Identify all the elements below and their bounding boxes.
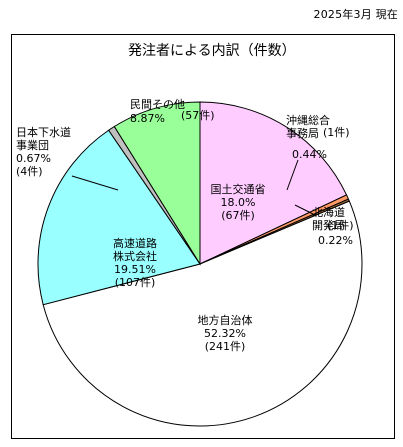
label-local-gov: 地方自治体 52.32% (241件) xyxy=(192,314,258,353)
label-okinawa-name1: 沖縄総合 xyxy=(286,114,330,127)
label-jswa-name1: 日本下水道 xyxy=(16,126,71,139)
label-okinawa-count: (1件) xyxy=(323,126,350,139)
label-private-name: 民間その他 xyxy=(130,98,185,111)
label-mlit: 国土交通省 18.0% (67件) xyxy=(200,183,276,222)
leader-hokkaido xyxy=(294,204,314,215)
chart-title: 発注者による内訳（件数） xyxy=(128,43,296,59)
label-okinawa-name2: 事務局 xyxy=(286,127,319,140)
label-jswa-percent: 0.67% xyxy=(16,152,51,165)
label-expressway-name1: 高速道路 xyxy=(113,237,157,250)
label-local-gov-name: 地方自治体 xyxy=(197,314,253,327)
label-jswa: 日本下水道 事業団 0.67% (4件) xyxy=(16,126,71,178)
label-mlit-count: (67件) xyxy=(221,209,255,222)
label-jswa-name2: 事業団 xyxy=(16,139,49,152)
label-expressway: 高速道路 株式会社 19.51% (107件) xyxy=(104,237,166,289)
pie-slice-mlit xyxy=(199,101,348,265)
label-expressway-count: (107件) xyxy=(114,276,156,289)
label-okinawa: 沖縄総合 事務局 xyxy=(286,114,330,140)
label-hokkaido-count: (1件) xyxy=(327,219,354,232)
leader-jswa xyxy=(71,175,119,191)
pie-slice-private xyxy=(113,101,201,266)
label-jswa-count: (4件) xyxy=(16,165,43,178)
label-okinawa-percent: 0.44% xyxy=(292,148,327,161)
date-label: 2025年3月 現在 xyxy=(313,8,398,21)
chart-frame xyxy=(11,34,395,439)
pie-slice-local-gov xyxy=(42,200,363,427)
label-hokkaido: 北海道 開発局 xyxy=(312,206,345,232)
label-local-gov-count: (241件) xyxy=(204,340,246,353)
leader-okinawa xyxy=(286,159,299,191)
label-local-gov-percent: 52.32% xyxy=(204,327,246,340)
label-hokkaido-name1: 北海道 xyxy=(312,206,345,219)
label-expressway-percent: 19.51% xyxy=(114,263,156,276)
label-mlit-percent: 18.0% xyxy=(220,196,256,209)
label-expressway-name2: 株式会社 xyxy=(113,250,157,263)
label-private-percent: 8.87% xyxy=(130,112,165,125)
label-private-count: (57件) xyxy=(181,109,215,122)
label-hokkaido-name2: 開発局 xyxy=(312,219,345,232)
label-hokkaido-percent: 0.22% xyxy=(318,234,353,247)
label-mlit-name: 国土交通省 xyxy=(210,183,266,196)
pie-slice-expressway xyxy=(37,129,201,306)
